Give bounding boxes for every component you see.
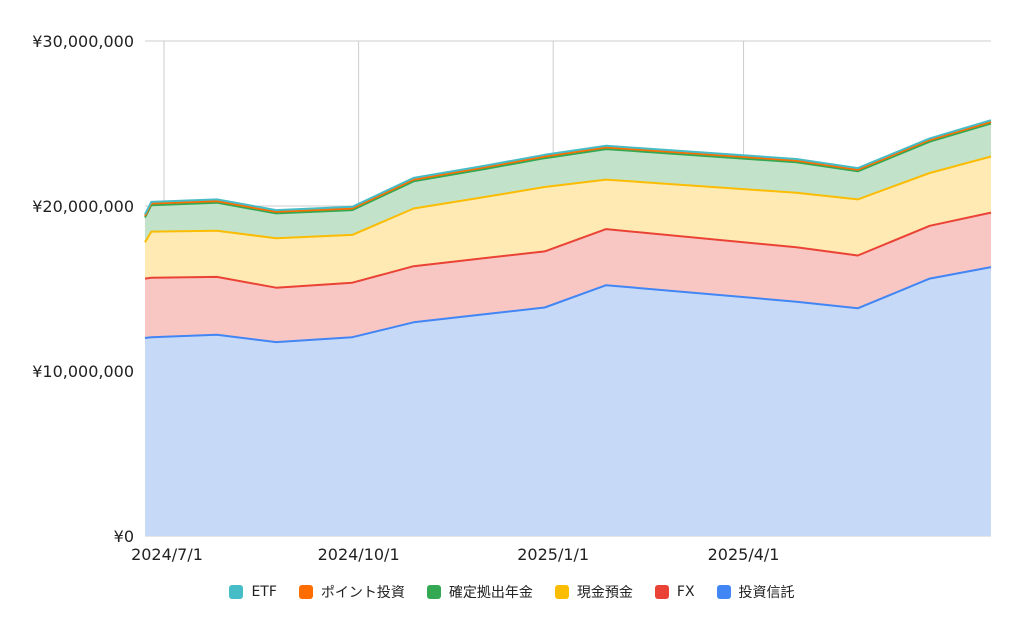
legend-label: ポイント投資 [320, 585, 405, 601]
legend-label: FX [676, 584, 695, 600]
legend-label: 投資信託 [738, 585, 795, 601]
chart-canvas: ¥0 ¥10,000,000 ¥20,000,000 ¥30,000,000 2024/… [32, 32, 992, 564]
legend-swatch [298, 585, 313, 599]
legend-swatch [426, 585, 441, 599]
legend-item: ポイント投資 [298, 582, 405, 602]
legend-swatch [554, 585, 569, 599]
legend-item: ETF [229, 582, 277, 602]
x-tick-label: 2025/1/1 [517, 545, 589, 564]
legend-label: ETF [251, 584, 277, 600]
y-tick-label: ¥30,000,000 [32, 32, 134, 51]
y-tick-label: ¥20,000,000 [32, 197, 134, 216]
chart-legend: ETF ポイント投資 確定拠出年金 現金預金 FX 投資信託 [0, 582, 1024, 602]
x-tick-label: 2024/7/1 [131, 545, 203, 564]
legend-label: 現金預金 [576, 585, 633, 601]
series-line-3 [144, 122, 992, 219]
x-tick-label: 2024/10/1 [318, 545, 400, 564]
legend-item: FX [654, 582, 695, 602]
legend-item: 投資信託 [716, 582, 795, 602]
series-line-5 [144, 119, 992, 215]
legend-swatch [229, 585, 244, 599]
x-tick-label: 2025/4/1 [708, 545, 780, 564]
legend-item: 確定拠出年金 [426, 582, 533, 602]
y-tick-label: ¥10,000,000 [32, 362, 134, 381]
legend-swatch [716, 585, 731, 599]
area-1 [145, 212, 991, 343]
legend-item: 現金預金 [554, 582, 633, 602]
legend-swatch [654, 585, 669, 599]
legend-label: 確定拠出年金 [448, 585, 533, 601]
series-line-2 [144, 155, 992, 243]
area-2 [145, 156, 991, 288]
area-layer [145, 120, 991, 536]
area-3 [145, 123, 991, 243]
series-line-4 [144, 120, 992, 217]
area-0 [145, 267, 991, 536]
y-tick-label: ¥0 [114, 527, 134, 546]
series-line-1 [144, 211, 992, 289]
series-line-0 [144, 266, 992, 344]
line-layer [144, 119, 992, 344]
axis-layer: ¥0 ¥10,000,000 ¥20,000,000 ¥30,000,000 2024/… [32, 32, 779, 564]
